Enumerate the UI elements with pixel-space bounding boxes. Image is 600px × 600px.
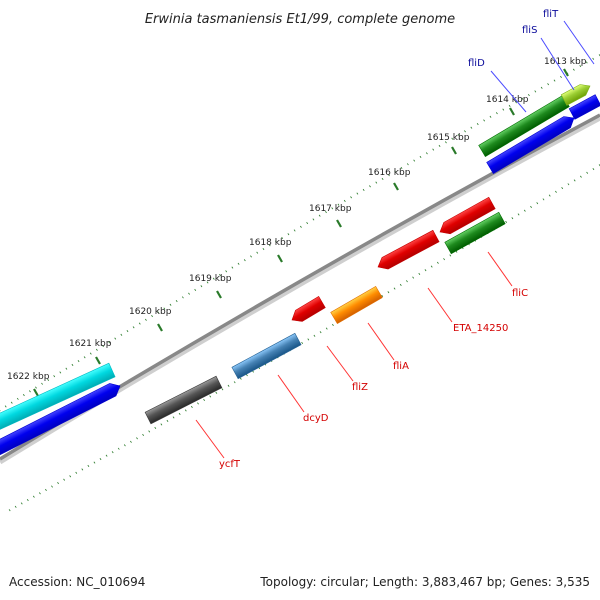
gene-feature[interactable]: [0, 362, 116, 431]
gene-feature[interactable]: [439, 196, 496, 235]
gene-arrow: [291, 295, 326, 322]
kbp-tick-label: 1620 kbp: [129, 307, 172, 317]
kbp-tick-label: 1621 kbp: [69, 339, 112, 349]
gene-feature[interactable]: [0, 383, 121, 456]
kbp-tick-mark: [216, 290, 222, 299]
gene-label-flid[interactable]: fliD: [468, 58, 485, 69]
kbp-tick-mark: [277, 254, 283, 263]
kbp-tick-mark: [33, 388, 39, 397]
accession-label: Accession: NC_010694: [9, 575, 145, 589]
kbp-tick-label: 1614 kbp: [486, 95, 529, 105]
kbp-tick-label: 1619 kbp: [189, 274, 232, 284]
kbp-tick-mark: [95, 356, 101, 365]
label-leader-line: [490, 70, 527, 113]
gene-arrow: [0, 362, 116, 430]
gene-dcyd[interactable]: [231, 332, 302, 380]
gene-flia[interactable]: [330, 285, 383, 325]
label-leader-line: [563, 20, 595, 65]
label-leader-line: [326, 345, 354, 382]
gene-label-flic[interactable]: fliC: [512, 288, 528, 299]
kbp-tick-label: 1622 kbp: [7, 372, 50, 382]
genome-summary: Topology: circular; Length: 3,883,467 bp…: [259, 575, 590, 589]
gene-arrow: [144, 375, 223, 425]
gene-arrow: [231, 332, 302, 380]
label-leader-line: [367, 322, 395, 361]
gene-arrow: [560, 84, 591, 106]
gene-label-ycft[interactable]: ycfT: [219, 459, 241, 470]
gene-label-eta-14250[interactable]: ETA_14250: [453, 323, 508, 334]
gene-ycft[interactable]: [144, 375, 223, 425]
feature-track: [0, 84, 600, 456]
gene-arrow: [439, 196, 496, 235]
gene-label-flit[interactable]: fliT: [543, 9, 559, 20]
gene-eta-14250[interactable]: [377, 229, 440, 270]
gene-fliz[interactable]: [291, 295, 326, 322]
kbp-tick-mark: [563, 68, 569, 77]
gene-arrow: [486, 116, 575, 175]
gene-arrow: [330, 285, 383, 325]
gene-flit[interactable]: [568, 94, 600, 120]
kbp-tick-label: 1613 kbp: [544, 57, 587, 67]
kbp-tick-mark: [451, 146, 457, 155]
gene-flis[interactable]: [560, 84, 591, 106]
label-leader-line: [487, 251, 513, 287]
gene-label-dcyd[interactable]: dcyD: [303, 413, 329, 424]
gene-feature[interactable]: [486, 116, 575, 175]
gene-label-fliz[interactable]: fliZ: [352, 382, 368, 393]
kbp-tick-label: 1616 kbp: [368, 168, 411, 178]
kbp-tick-mark: [509, 107, 515, 116]
gene-arrow: [444, 211, 506, 255]
label-leader-line: [427, 287, 453, 323]
kbp-tick-label: 1617 kbp: [309, 204, 352, 214]
tick-track: 1613 kbp 1614 kbp 1615 kbp 1616 kbp 1617 kbp…: [0, 54, 600, 512]
label-leaders: fliD fliS fliT ycfT dcyD fliZ fliA ETA_14250 fli…: [195, 9, 595, 470]
genome-title: Erwinia tasmaniensis Et1/99, complete ge…: [145, 12, 455, 27]
gene-label-flia[interactable]: fliA: [393, 361, 409, 372]
backbone-shadow: [0, 115, 600, 465]
gene-arrow: [377, 229, 440, 270]
label-leader-line: [277, 374, 305, 413]
label-leader-line: [195, 419, 225, 459]
gene-label-flis[interactable]: fliS: [522, 25, 537, 36]
label-leader-line: [540, 37, 575, 91]
kbp-tick-mark: [157, 323, 163, 332]
kbp-tick-label: 1618 kbp: [249, 238, 292, 248]
gene-flic[interactable]: [444, 211, 506, 255]
gene-arrow: [0, 383, 121, 456]
gene-arrow: [568, 94, 600, 120]
kbp-tick-mark: [336, 219, 342, 228]
kbp-tick-label: 1615 kbp: [427, 133, 470, 143]
kbp-tick-mark: [393, 182, 399, 191]
